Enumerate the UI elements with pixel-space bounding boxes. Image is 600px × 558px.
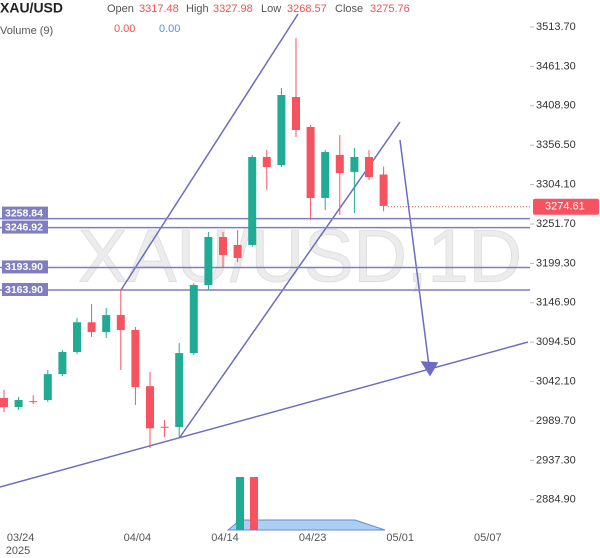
channel-line <box>120 13 299 291</box>
level-tag <box>2 283 48 296</box>
level-tag <box>2 206 48 220</box>
y-tick-label: 3408.90 <box>536 100 576 112</box>
ohlc-value: 3268.57 <box>287 3 327 15</box>
y-tick-label: 3199.30 <box>536 257 576 269</box>
level-tag <box>2 260 48 274</box>
symbol: XAU/USD <box>0 0 63 16</box>
last-price-tag <box>533 198 599 215</box>
ohlc-label: Open <box>107 3 134 15</box>
ohlc-label: High <box>186 3 209 15</box>
candle-body <box>29 401 38 403</box>
candle-body <box>102 315 111 333</box>
level-label: 3246.92 <box>5 221 43 233</box>
y-tick-label: 3042.10 <box>536 375 576 387</box>
x-tick-label: 05/07 <box>474 532 502 544</box>
volume-value: 0.00 <box>159 23 180 35</box>
x-tick-label: 04/04 <box>124 532 152 544</box>
last-price-label: 3274.61 <box>545 201 585 213</box>
volume-bar <box>250 477 258 530</box>
ohlc-value: 3317.48 <box>139 3 179 15</box>
volume-value: 0.00 <box>114 23 135 35</box>
candle-body <box>379 174 388 206</box>
candle-body <box>189 285 198 354</box>
channel-line <box>179 121 401 438</box>
y-tick-label: 2884.90 <box>536 494 576 506</box>
y-tick-label: 3356.50 <box>536 139 576 151</box>
candle-body <box>73 322 81 353</box>
level-label: 3163.90 <box>5 284 43 296</box>
trend-drawings <box>0 13 529 488</box>
arrow-line <box>399 139 430 367</box>
ohlc-label: Close <box>335 3 363 15</box>
ohlc-value: 3275.76 <box>370 3 410 15</box>
support-line <box>0 341 529 488</box>
candle-body <box>87 322 96 333</box>
level-label: 3193.90 <box>5 261 43 273</box>
y-tick-label: 3146.90 <box>536 297 576 309</box>
candle-body <box>131 330 140 387</box>
candle-body <box>219 236 227 255</box>
candle-body <box>335 154 344 174</box>
candle-body <box>233 244 242 258</box>
candle-body <box>350 156 359 172</box>
x-year-label: 2025 <box>6 545 30 557</box>
candle-body <box>365 156 373 178</box>
candle-body <box>292 96 300 130</box>
candle-body <box>306 126 315 198</box>
candle-body <box>14 400 23 407</box>
candle-body <box>160 426 169 428</box>
candle-body <box>248 156 257 245</box>
candle-body <box>116 315 125 330</box>
candle-body <box>321 152 330 198</box>
candle-body <box>43 374 52 400</box>
y-tick-label: 3304.10 <box>536 178 576 190</box>
candle-body <box>262 156 271 167</box>
y-tick-label: 3094.50 <box>536 336 576 348</box>
candle-body <box>277 95 286 166</box>
arrow-head <box>420 361 439 377</box>
y-tick-label: 3513.70 <box>536 21 576 33</box>
candle-body <box>175 353 184 427</box>
ohlc-value: 3327.98 <box>213 3 253 15</box>
y-tick-label: 3461.30 <box>536 60 576 72</box>
candle-body <box>146 386 154 429</box>
x-tick-label: 04/14 <box>211 532 239 544</box>
level-tag <box>2 220 48 234</box>
volume-label: Volume (9) <box>0 25 53 37</box>
ohlc-label: Low <box>261 3 281 15</box>
x-tick-label: 05/01 <box>386 532 414 544</box>
y-tick-label: 2989.70 <box>536 415 576 427</box>
volume-pane <box>226 477 386 531</box>
volume-bar <box>236 477 244 530</box>
y-tick-label: 3251.70 <box>536 218 576 230</box>
level-label: 3258.84 <box>5 207 43 219</box>
candle-body <box>58 352 67 375</box>
x-tick-label: 04/23 <box>299 532 327 544</box>
y-tick-label: 2937.30 <box>536 454 576 466</box>
candle-body <box>0 397 8 407</box>
candle-body <box>204 236 213 286</box>
x-tick-label: 03/24 <box>7 532 35 544</box>
